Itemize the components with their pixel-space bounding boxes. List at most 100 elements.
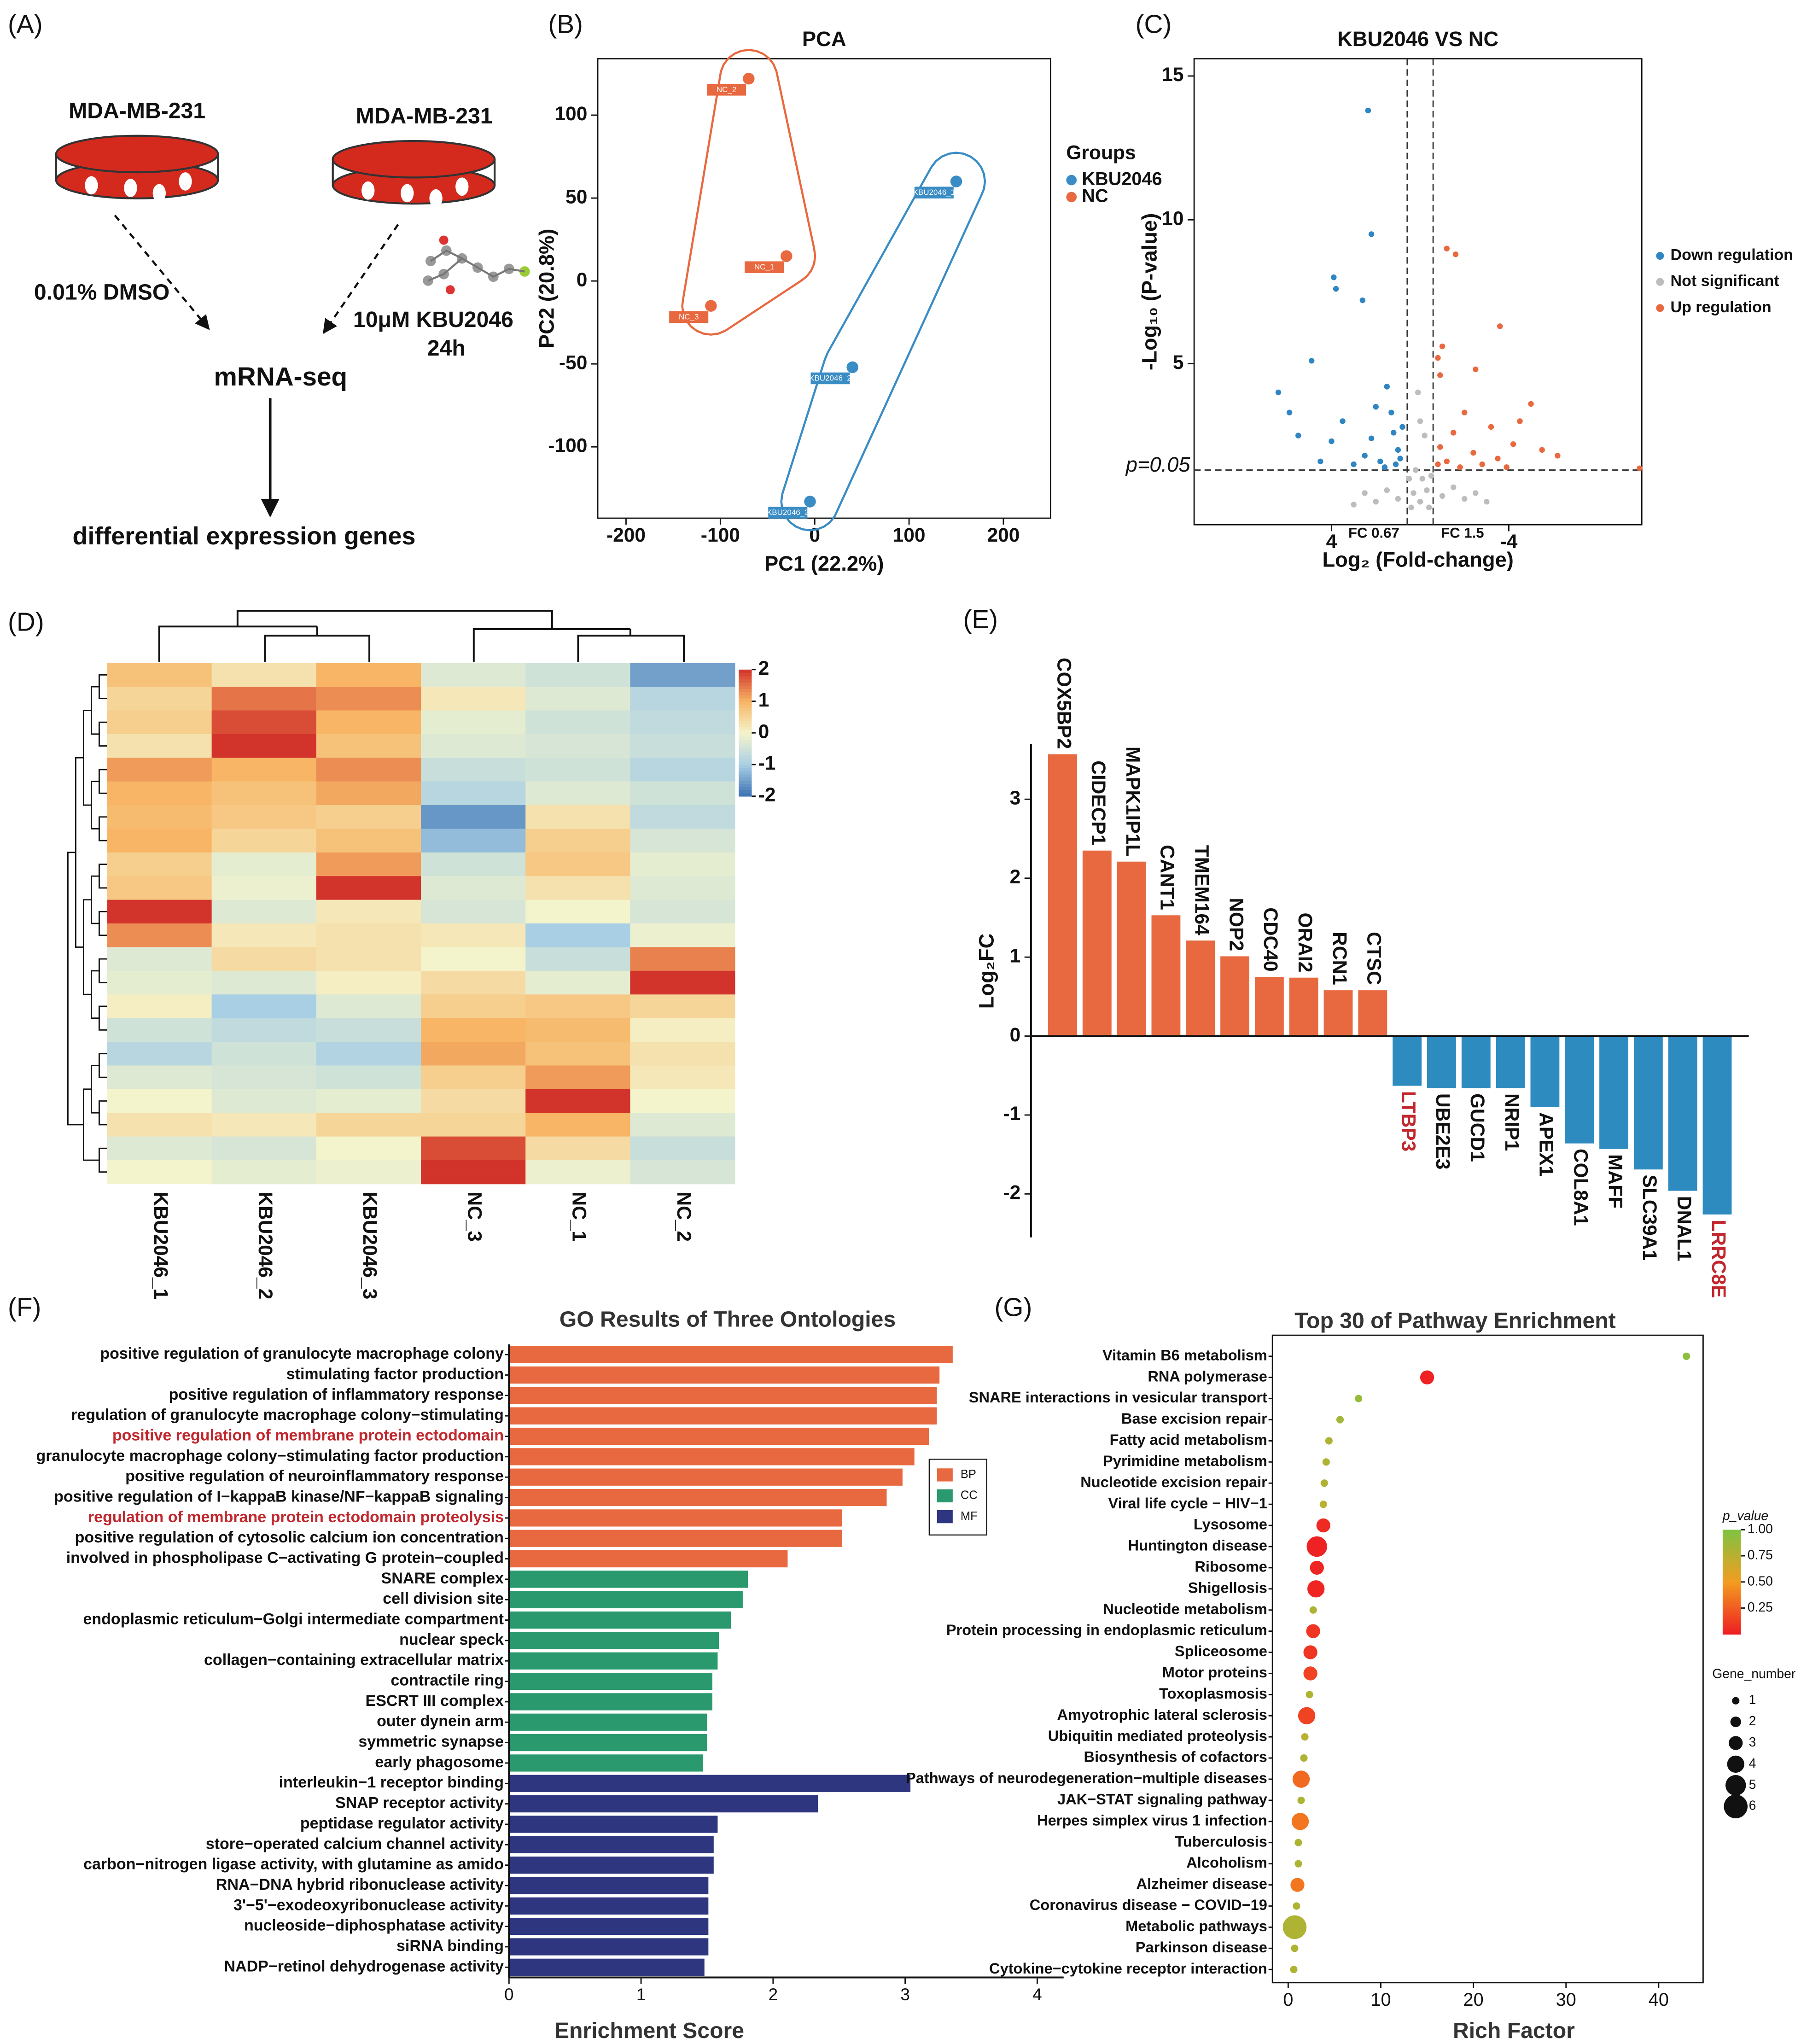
heatmap-cell — [316, 781, 421, 806]
dot — [1303, 1645, 1317, 1659]
category-label: positive regulation of inflammatory resp… — [169, 1386, 504, 1403]
point — [804, 496, 816, 508]
chart-title: Top 30 of Pathway Enrichment — [1294, 1308, 1615, 1333]
heatmap-cell — [525, 1065, 631, 1090]
panel-label: (E) — [963, 605, 998, 634]
category-label: Vitamin B6 metabolism — [1102, 1346, 1267, 1363]
category-label: Nucleotide metabolism — [1103, 1600, 1267, 1617]
heatmap-cell — [316, 970, 421, 995]
heatmap-cell — [630, 876, 735, 900]
colorbar-segment — [739, 679, 752, 683]
size-legend-marker — [1725, 1775, 1746, 1796]
dot — [1294, 1860, 1302, 1868]
point-label-box — [745, 261, 784, 273]
bar — [509, 1754, 703, 1772]
point — [1497, 323, 1503, 329]
colorbar-segment — [739, 689, 752, 692]
dot — [1309, 1606, 1317, 1614]
cell-line: MDA-MB-231 — [69, 98, 205, 123]
heatmap-cell — [211, 994, 317, 1019]
point — [846, 361, 858, 374]
colorbar-segment — [739, 736, 752, 740]
colorbar-segment — [1722, 1564, 1741, 1567]
heatmap-cell — [107, 994, 212, 1019]
heatmap-cell — [421, 923, 526, 948]
category-label: SLC39A1 — [1638, 1175, 1660, 1261]
category-label: interleukin−1 receptor binding — [279, 1774, 504, 1791]
heatmap-cell — [421, 734, 526, 759]
point — [1439, 343, 1445, 350]
x-tick-label: -200 — [606, 525, 646, 546]
point — [1417, 418, 1423, 424]
point — [1359, 297, 1366, 304]
heatmap-cell — [316, 852, 421, 877]
heatmap-cell — [211, 1113, 317, 1137]
y-tick-label: 50 — [565, 186, 587, 208]
colorbar-segment — [739, 742, 752, 746]
bar — [1427, 1036, 1456, 1088]
column-label: KBU2046_2 — [254, 1191, 276, 1299]
row-dendrogram — [99, 769, 107, 794]
category-label: outer dynein arm — [377, 1712, 504, 1730]
colorbar-segment — [739, 748, 752, 753]
x-tick-label: 3 — [900, 1985, 909, 2004]
category-label: positive regulation of cytosolic calcium… — [75, 1529, 504, 1546]
colorbar-segment — [1722, 1587, 1741, 1590]
panel-label: (A) — [8, 10, 43, 39]
point — [1373, 403, 1379, 410]
y-axis-label: -Log₁₀ (P-value) — [1138, 213, 1161, 370]
y-tick-label: -2 — [1003, 1182, 1020, 1204]
bar — [509, 1672, 712, 1690]
point — [1417, 499, 1423, 505]
row-dendrogram — [91, 970, 99, 1019]
bar — [509, 1938, 709, 1956]
colorbar-segment — [739, 739, 752, 743]
point — [1362, 490, 1368, 496]
duration-label: 24h — [427, 336, 466, 361]
heatmap-cell — [525, 1018, 631, 1042]
colorbar-tick-label: -1 — [758, 753, 776, 774]
colorbar-segment — [739, 714, 752, 718]
arrow — [323, 224, 399, 334]
point — [1317, 458, 1323, 465]
colorbar-segment — [739, 701, 752, 705]
colorbar-segment — [1722, 1621, 1741, 1624]
heatmap-cell — [630, 1065, 735, 1090]
heatmap-cell — [525, 876, 631, 900]
category-label: nuclear speck — [399, 1631, 504, 1648]
panel-label: (F) — [8, 1293, 41, 1322]
heatmap-cell — [107, 687, 212, 711]
treatment-label: 10μM KBU2046 — [353, 307, 513, 332]
colorbar-segment — [739, 682, 752, 686]
plot-frame — [597, 58, 1051, 519]
colorbar-segment — [739, 733, 752, 736]
heatmap-cell — [421, 1160, 526, 1185]
bar — [509, 1836, 714, 1853]
heatmap-cell — [316, 947, 421, 971]
legend-label: KBU2046 — [1082, 169, 1162, 189]
colorbar-segment — [739, 723, 752, 727]
dot — [1298, 1707, 1316, 1724]
point — [1528, 401, 1534, 407]
category-label: positive regulation of granulocyte macro… — [100, 1345, 504, 1362]
heatmap-cell — [211, 947, 317, 971]
heatmap-cell — [421, 994, 526, 1019]
heatmap-cell — [211, 1089, 317, 1114]
size-legend-label: 4 — [1749, 1756, 1756, 1771]
heatmap-cell — [316, 710, 421, 735]
heatmap-cell — [107, 734, 212, 759]
legend-label: Not significant — [1671, 272, 1779, 290]
y-tick-label: 100 — [554, 103, 587, 125]
heatmap-cell — [525, 663, 631, 687]
heatmap-cell — [211, 781, 317, 806]
heatmap-cell — [525, 687, 631, 711]
heatmap-cell — [525, 1089, 631, 1114]
category-label: early phagosome — [375, 1753, 504, 1771]
dot — [1306, 1691, 1313, 1699]
heatmap-cell — [421, 1136, 526, 1161]
bar — [509, 1448, 915, 1466]
category-label: Amyotrophic lateral sclerosis — [1057, 1706, 1267, 1723]
heatmap-cell — [211, 852, 317, 877]
heatmap-cell — [211, 970, 317, 995]
dot — [1294, 1839, 1302, 1846]
